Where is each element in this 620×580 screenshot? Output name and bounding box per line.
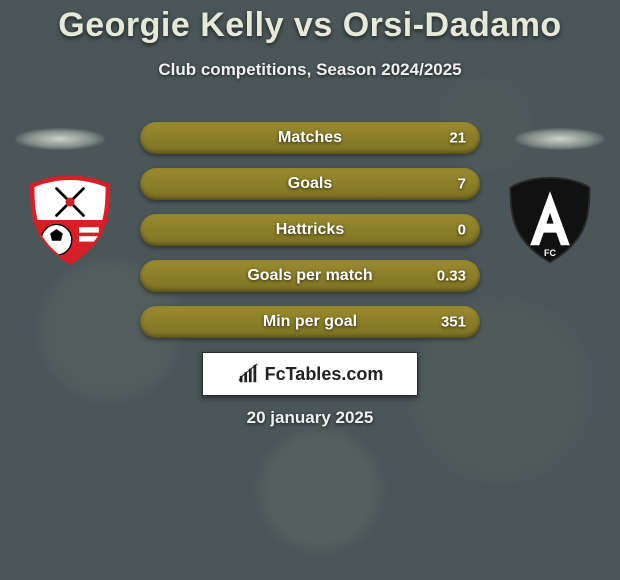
stat-label: Matches bbox=[278, 129, 342, 147]
crest-shadow-right bbox=[515, 128, 605, 150]
stat-value-right: 7 bbox=[458, 176, 466, 193]
stat-value-right: 0.33 bbox=[437, 268, 466, 285]
crest-right: FC bbox=[505, 175, 595, 265]
stat-bar: Matches 21 bbox=[140, 122, 480, 154]
stat-label: Goals bbox=[288, 175, 332, 193]
subtitle: Club competitions, Season 2024/2025 bbox=[0, 60, 620, 80]
stat-bars: Matches 21 Goals 7 Hattricks 0 Goals per match… bbox=[140, 122, 480, 338]
crest-left bbox=[25, 175, 115, 265]
stat-label: Min per goal bbox=[263, 313, 357, 331]
brand-text: FcTables.com bbox=[265, 364, 384, 385]
bar-chart-icon bbox=[237, 363, 259, 385]
svg-text:FC: FC bbox=[544, 248, 556, 258]
stat-label: Hattricks bbox=[276, 221, 344, 239]
stat-bar: Goals 7 bbox=[140, 168, 480, 200]
stat-value-right: 0 bbox=[458, 222, 466, 239]
stat-bar: Goals per match 0.33 bbox=[140, 260, 480, 292]
page-title: Georgie Kelly vs Orsi-Dadamo bbox=[0, 6, 620, 45]
stat-value-right: 21 bbox=[449, 130, 466, 147]
crest-shadow-left bbox=[15, 128, 105, 150]
date-text: 20 january 2025 bbox=[0, 408, 620, 428]
stat-bar: Hattricks 0 bbox=[140, 214, 480, 246]
stat-value-right: 351 bbox=[441, 314, 466, 331]
stat-label: Goals per match bbox=[247, 267, 372, 285]
brand-box[interactable]: FcTables.com bbox=[202, 352, 418, 396]
stat-bar: Min per goal 351 bbox=[140, 306, 480, 338]
